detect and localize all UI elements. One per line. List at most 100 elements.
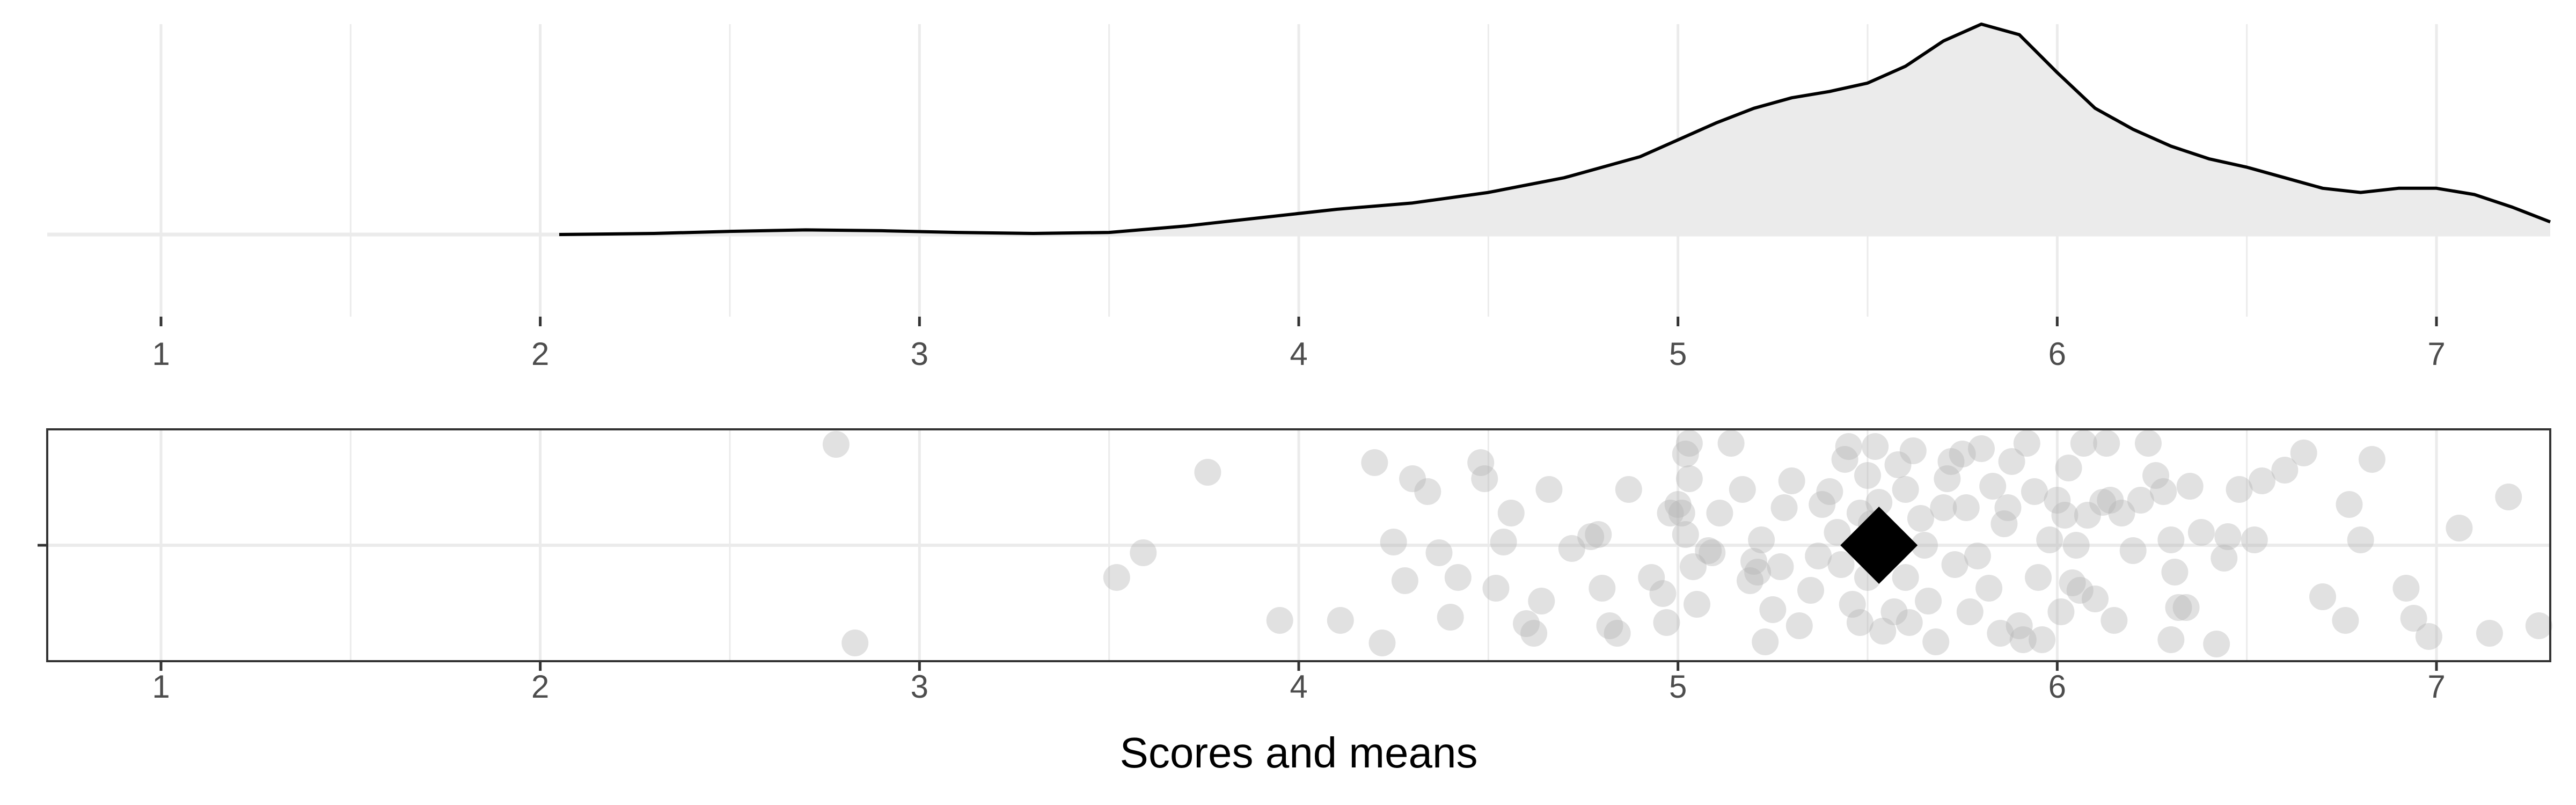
data-point xyxy=(1699,539,1726,566)
data-point xyxy=(2446,515,2473,541)
data-point xyxy=(1862,433,1889,460)
data-point xyxy=(2226,476,2253,503)
data-point xyxy=(2093,430,2120,457)
x-tick-label: 6 xyxy=(2048,336,2066,372)
x-tick-label: 5 xyxy=(1669,336,1687,372)
data-point xyxy=(1266,607,1293,634)
x-tick-label: 2 xyxy=(531,669,549,705)
data-point xyxy=(2108,500,2135,526)
data-point xyxy=(1816,478,1843,505)
data-point xyxy=(1672,521,1699,548)
data-point xyxy=(2062,532,2090,559)
x-tick-label: 3 xyxy=(911,669,928,705)
data-point xyxy=(1679,553,1707,580)
data-point xyxy=(2271,457,2299,484)
data-point xyxy=(1675,430,1703,457)
mean-diamond xyxy=(1840,507,1918,584)
data-point xyxy=(1520,620,1548,647)
data-point xyxy=(1911,532,1938,559)
data-point xyxy=(1615,476,1642,503)
data-point xyxy=(1937,448,1965,475)
data-point xyxy=(2009,626,2037,653)
data-point xyxy=(1839,591,1866,618)
data-point xyxy=(1399,465,1426,492)
density-area xyxy=(559,24,2550,235)
data-point xyxy=(1865,489,1893,516)
data-point xyxy=(1740,548,1767,575)
data-point xyxy=(1949,441,1976,467)
data-point xyxy=(1915,588,1942,614)
data-point xyxy=(1934,465,1961,492)
data-point xyxy=(2157,526,2185,553)
data-point xyxy=(1729,476,1756,503)
data-point xyxy=(1748,526,1775,553)
data-point xyxy=(1907,505,1934,532)
x-tick-label: 1 xyxy=(152,669,170,705)
data-point xyxy=(2290,440,2317,466)
data-point xyxy=(1414,478,1441,505)
data-point xyxy=(2495,484,2522,510)
x-tick-label: 1 xyxy=(152,336,170,372)
data-point xyxy=(1835,433,1862,460)
data-point xyxy=(1846,609,1874,636)
x-tick-label: 7 xyxy=(2427,336,2445,372)
data-point xyxy=(822,431,850,458)
data-point xyxy=(2021,478,2048,505)
data-point xyxy=(1770,494,1798,521)
data-point xyxy=(1717,430,1745,457)
data-point xyxy=(1892,476,1919,503)
data-point xyxy=(1884,451,1912,478)
density-curve xyxy=(559,23,2551,236)
data-point xyxy=(2336,491,2363,518)
data-point xyxy=(2025,564,2052,591)
data-point xyxy=(1767,553,1794,580)
data-point xyxy=(1497,500,1525,526)
data-point xyxy=(2165,594,2192,621)
data-point xyxy=(2142,462,2170,489)
data-point xyxy=(1194,459,1221,486)
x-tick-label: 6 xyxy=(2048,669,2066,705)
data-point xyxy=(1437,604,1464,631)
data-point xyxy=(1964,543,1991,569)
data-point xyxy=(1880,598,1908,625)
data-point xyxy=(1577,523,1605,550)
data-point xyxy=(2187,519,2215,546)
x-tick-label: 2 xyxy=(531,336,549,372)
data-point xyxy=(2044,487,2071,514)
data-point xyxy=(1684,591,1710,618)
data-point xyxy=(2006,612,2033,639)
data-point xyxy=(1809,491,1836,518)
data-point xyxy=(1596,612,1623,639)
data-point xyxy=(2150,478,2177,505)
data-point xyxy=(1899,437,1927,464)
data-point xyxy=(1736,567,1763,594)
data-point xyxy=(1892,564,1919,591)
data-point xyxy=(1990,510,2018,537)
data-point xyxy=(1490,529,1517,555)
data-point xyxy=(1604,620,1631,647)
data-point xyxy=(1368,630,1396,656)
points-panel xyxy=(38,428,2552,662)
data-point xyxy=(1528,588,1555,614)
data-point xyxy=(2248,467,2275,494)
x-tick-label: 4 xyxy=(1290,336,1307,372)
data-point xyxy=(1778,467,1805,494)
data-point xyxy=(2029,626,2056,653)
data-point xyxy=(2203,631,2230,657)
data-point xyxy=(2332,607,2359,634)
data-point xyxy=(1941,551,1968,578)
data-point xyxy=(1922,628,1950,655)
points-x-axis: 1 2 3 4 5 6 7 xyxy=(152,661,2446,705)
data-point xyxy=(1896,609,1923,636)
data-point xyxy=(1695,537,1722,564)
data-point xyxy=(1744,559,1772,586)
data-point xyxy=(1785,612,1813,639)
data-point xyxy=(1998,448,2025,475)
data-point xyxy=(1361,449,1388,476)
data-point xyxy=(2214,523,2242,550)
data-point xyxy=(2074,502,2101,529)
data-point xyxy=(2347,526,2374,553)
data-point xyxy=(2036,526,2063,553)
x-tick-label: 3 xyxy=(911,336,928,372)
data-point xyxy=(2097,487,2124,514)
